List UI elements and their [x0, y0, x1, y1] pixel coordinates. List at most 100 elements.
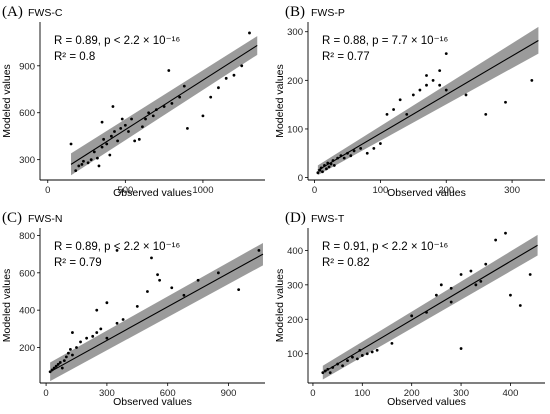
data-point	[518, 304, 522, 307]
data-point	[431, 78, 435, 82]
data-point	[418, 88, 422, 92]
data-point	[167, 69, 171, 72]
data-point	[326, 161, 330, 165]
x-tick-label: 100	[372, 185, 388, 196]
data-point	[108, 153, 112, 157]
x-tick-label: 500	[117, 185, 133, 196]
panel-letter: (C)	[2, 210, 22, 226]
data-point	[479, 279, 483, 283]
regression-line	[317, 39, 539, 171]
y-axis-title: Modeled values	[1, 64, 13, 138]
data-point	[341, 364, 344, 368]
r-squared-stat: R² = 0.82	[322, 257, 370, 269]
data-point	[74, 169, 78, 173]
data-point	[257, 249, 261, 252]
data-point	[327, 165, 331, 169]
data-point	[469, 269, 473, 273]
data-point	[336, 156, 340, 160]
correlation-stat: R = 0.89, p < 2.2 × 10⁻¹⁶	[54, 241, 180, 253]
data-point	[411, 93, 415, 97]
data-point	[115, 321, 119, 325]
data-point	[77, 164, 81, 168]
data-point	[79, 340, 82, 344]
data-point	[141, 125, 144, 129]
data-point	[54, 364, 58, 368]
panel-c: 0 300 600 900 200 400 600 800 (C) FWS-N R = 0.89, …	[1, 210, 265, 408]
data-point	[359, 147, 363, 150]
data-point	[48, 370, 52, 374]
x-tick-label: 900	[221, 388, 237, 399]
y-tick-label: 300	[19, 155, 35, 166]
data-point	[82, 159, 85, 163]
regression-line	[70, 45, 258, 165]
y-tick-label: 100	[287, 124, 303, 135]
y-tick-label: 400	[287, 246, 303, 257]
data-point	[105, 336, 109, 340]
x-tick-label: 0	[45, 185, 50, 196]
data-point	[459, 347, 463, 350]
data-point	[425, 74, 428, 77]
data-point	[248, 31, 251, 35]
data-point	[75, 346, 78, 349]
data-point	[97, 164, 101, 168]
data-point	[464, 93, 468, 97]
data-point	[69, 142, 73, 146]
y-axis-title: Modeled values	[274, 64, 286, 138]
data-point	[186, 126, 189, 130]
y-tick-label: 600	[19, 108, 35, 119]
data-point	[123, 123, 127, 127]
panel-letter: (D)	[285, 210, 306, 226]
x-tick-label: 0	[43, 388, 48, 399]
data-point	[425, 83, 428, 87]
data-point	[99, 327, 103, 331]
data-point	[100, 120, 104, 124]
data-point	[91, 334, 95, 338]
data-point	[121, 318, 125, 321]
data-point	[444, 88, 448, 92]
data-point	[494, 238, 498, 242]
y-axis-title: Modeled values	[1, 269, 13, 343]
panel-tag: FWS-C	[28, 7, 63, 19]
data-point	[351, 355, 354, 359]
panel-letter: (A)	[2, 4, 23, 20]
r-squared-stat: R² = 0.8	[54, 51, 95, 63]
data-point	[182, 293, 186, 297]
data-point	[56, 362, 60, 366]
data-point	[109, 134, 113, 138]
data-point	[444, 52, 448, 55]
data-point	[147, 111, 151, 115]
data-point	[52, 366, 56, 370]
confidence-band	[50, 242, 263, 382]
data-point	[339, 154, 343, 158]
y-tick-label: 200	[287, 315, 303, 326]
data-point	[144, 117, 147, 121]
data-point	[360, 354, 364, 357]
data-point	[438, 69, 442, 73]
data-point	[105, 301, 109, 305]
data-point	[232, 73, 236, 77]
data-point	[321, 170, 324, 174]
data-point	[439, 283, 443, 287]
data-point	[331, 366, 335, 369]
data-point	[346, 359, 349, 363]
data-point	[405, 112, 409, 116]
data-point	[178, 95, 182, 99]
data-point	[216, 271, 220, 275]
data-point	[92, 150, 96, 154]
data-point	[365, 151, 369, 155]
data-point	[323, 164, 326, 167]
data-point	[332, 164, 336, 167]
x-tick-label: 0	[312, 185, 317, 196]
data-point	[392, 108, 395, 111]
data-point	[336, 362, 340, 366]
x-axis-title: Observed values	[387, 396, 466, 408]
data-point	[137, 137, 141, 141]
x-tick-label: 1000	[192, 185, 213, 196]
y-tick-label: 100	[287, 349, 303, 360]
data-point	[372, 147, 376, 150]
data-point	[158, 278, 161, 282]
y-tick-label: 200	[287, 76, 303, 87]
x-tick-label: 0	[310, 388, 315, 399]
data-point	[352, 149, 356, 153]
y-tick-label: 300	[287, 280, 303, 291]
